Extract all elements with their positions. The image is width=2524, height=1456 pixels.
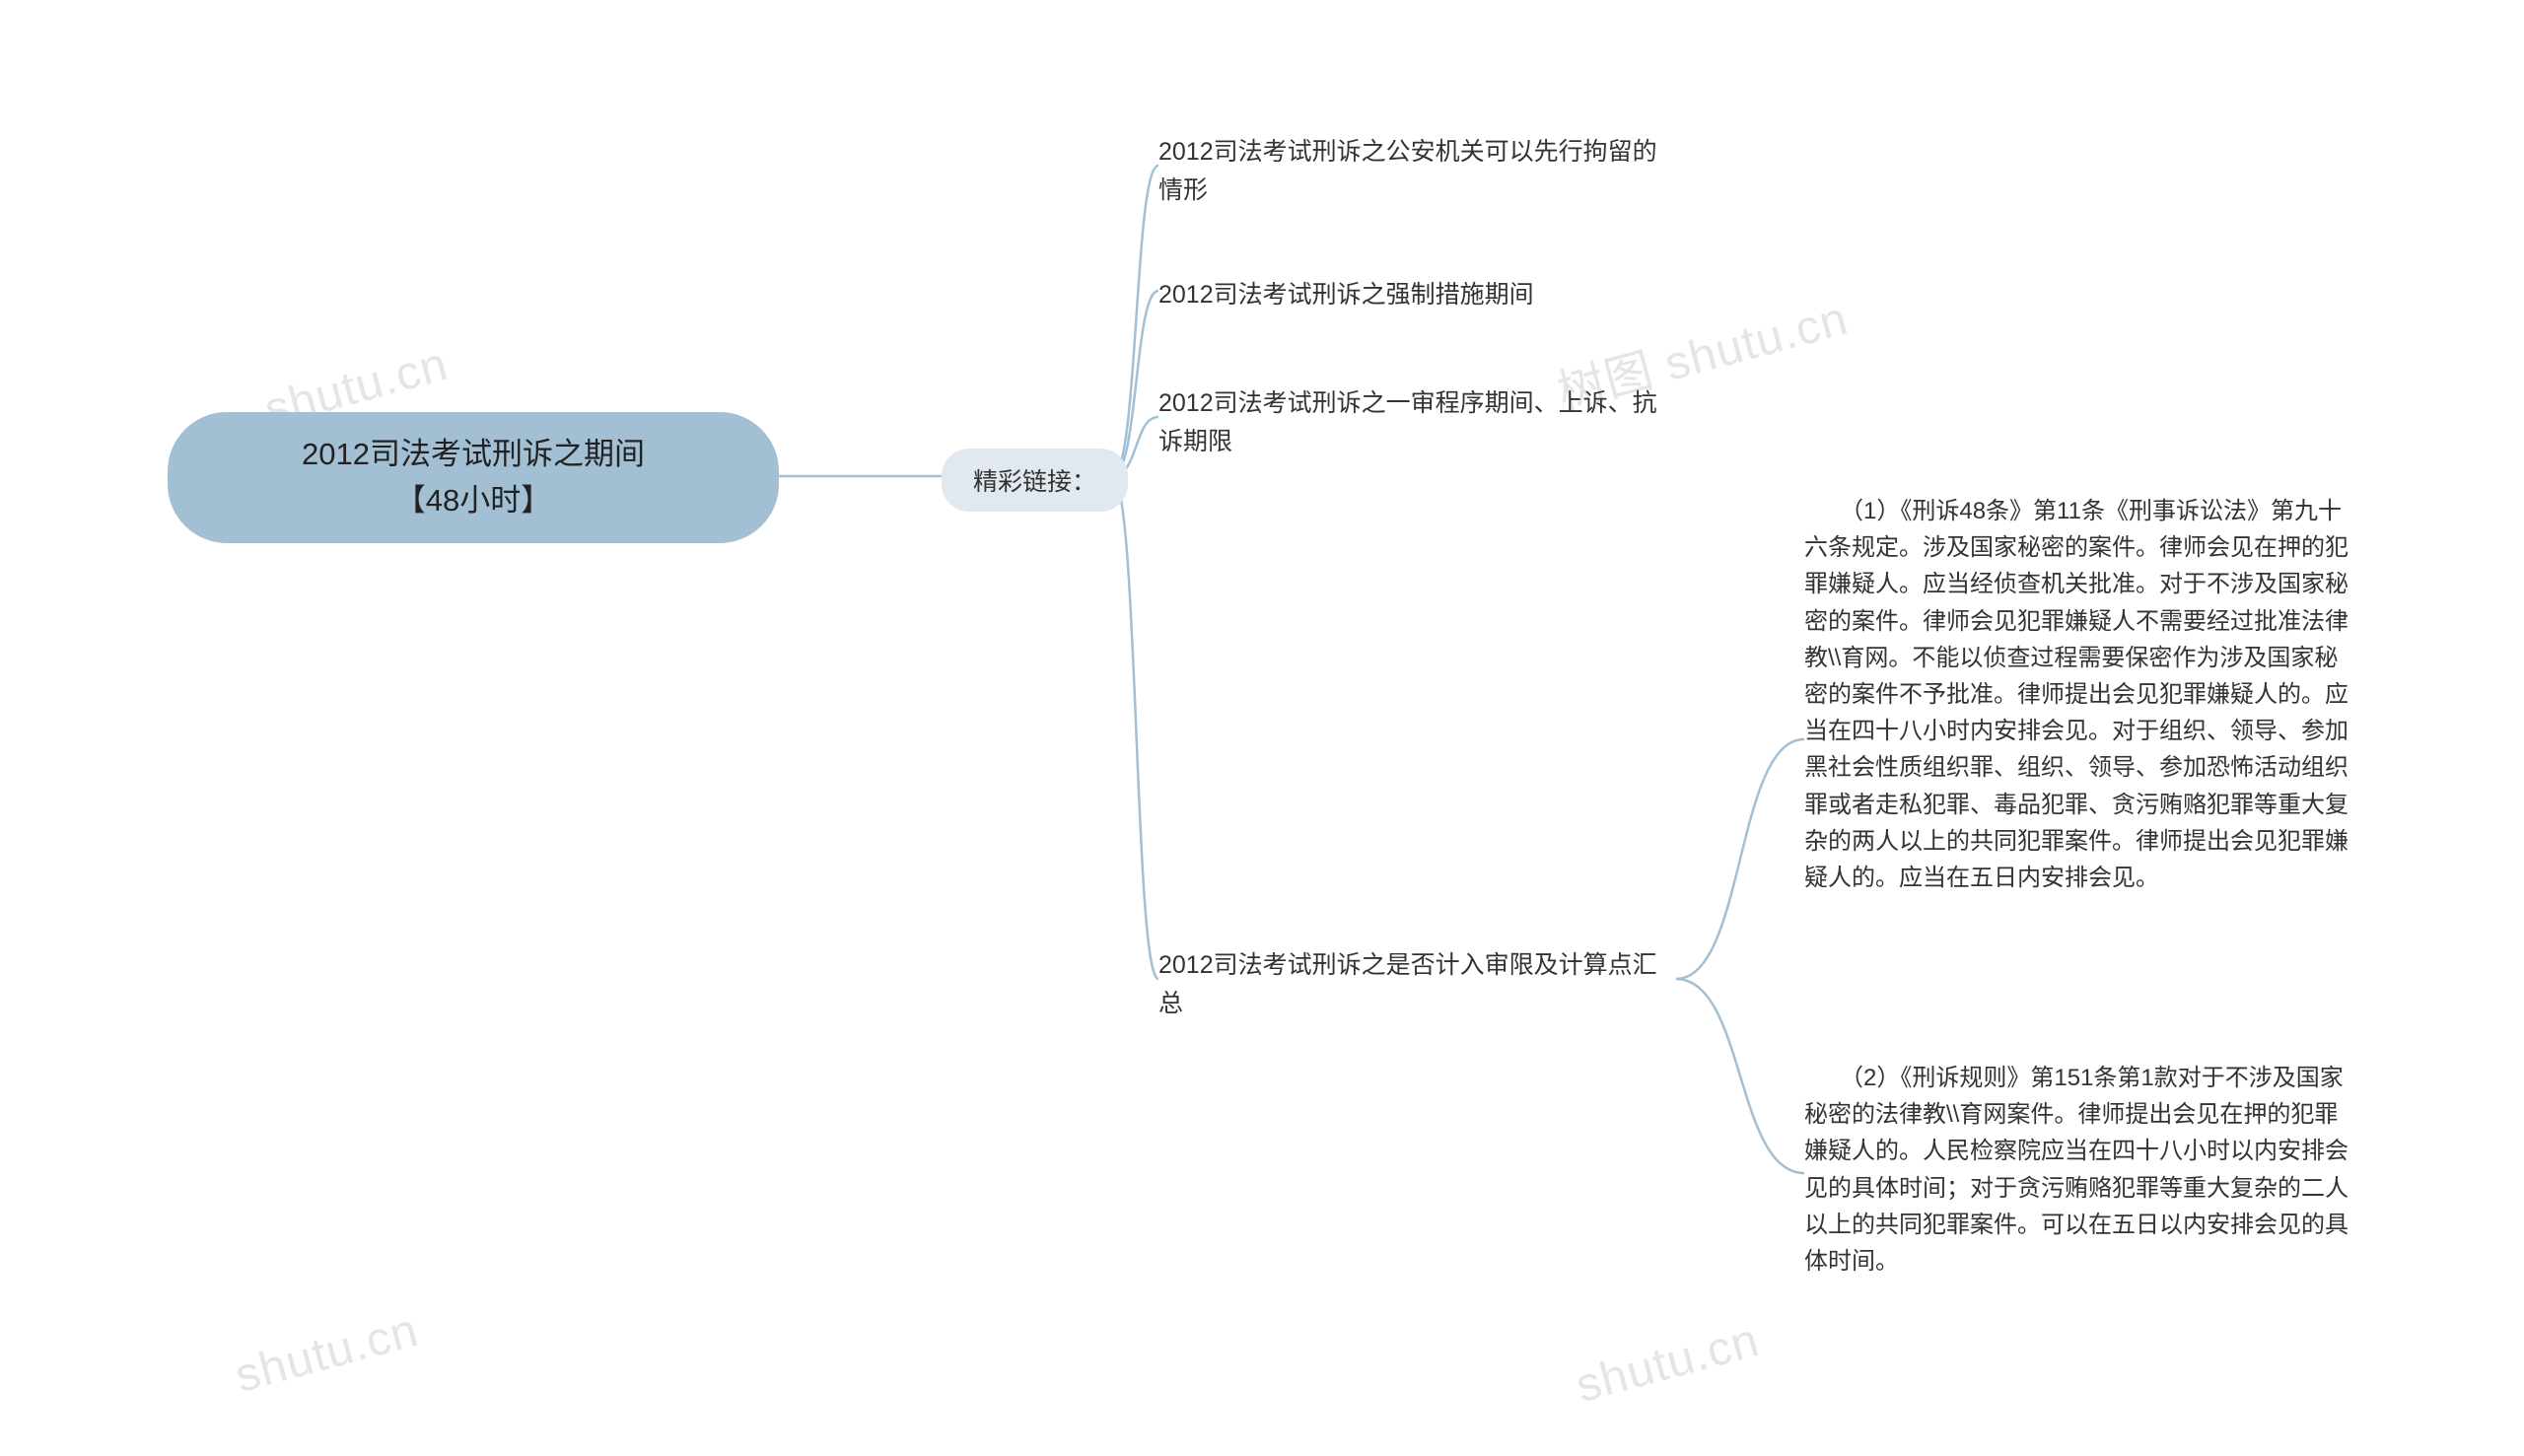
leaf-text: 2012司法考试刑诉之公安机关可以先行拘留的情形 [1158,138,1657,204]
root-node[interactable]: 2012司法考试刑诉之期间 【48小时】 [168,412,779,543]
root-line1: 2012司法考试刑诉之期间 [302,437,645,471]
leaf-node-1[interactable]: 2012司法考试刑诉之公安机关可以先行拘留的情形 [1158,133,1661,210]
leaf-node-2[interactable]: 2012司法考试刑诉之强制措施期间 [1158,276,1671,314]
paragraph-node-1: （1）《刑诉48条》第11条《刑事诉讼法》第九十六条规定。涉及国家秘密的案件。律… [1804,493,2356,896]
leaf-text: 2012司法考试刑诉之一审程序期间、上诉、抗诉期限 [1158,389,1657,455]
root-line2: 【48小时】 [395,483,551,518]
connector-l4-p2 [1676,979,1804,1173]
leaf-text: 2012司法考试刑诉之强制措施期间 [1158,281,1534,309]
hub-node[interactable]: 精彩链接： [942,449,1128,512]
leaf-node-3[interactable]: 2012司法考试刑诉之一审程序期间、上诉、抗诉期限 [1158,384,1671,461]
connector-hub-l4 [1112,476,1158,979]
leaf-node-4[interactable]: 2012司法考试刑诉之是否计入审限及计算点汇总 [1158,946,1671,1023]
connector-l4-p1 [1676,739,1804,979]
connector-hub-l1 [1112,166,1158,476]
paragraph-text: （2）《刑诉规则》第151条第1款对于不涉及国家秘密的法律教\\育网案件。律师提… [1804,1065,2349,1275]
paragraph-text: （1）《刑诉48条》第11条《刑事诉讼法》第九十六条规定。涉及国家秘密的案件。律… [1804,498,2349,891]
paragraph-node-2: （2）《刑诉规则》第151条第1款对于不涉及国家秘密的法律教\\育网案件。律师提… [1804,1060,2356,1280]
leaf-text: 2012司法考试刑诉之是否计入审限及计算点汇总 [1158,951,1657,1017]
mindmap-canvas: shutu.cn 树图 shutu.cn shutu.cn shutu.cn 2… [0,0,2524,1456]
hub-label: 精彩链接： [973,468,1096,496]
